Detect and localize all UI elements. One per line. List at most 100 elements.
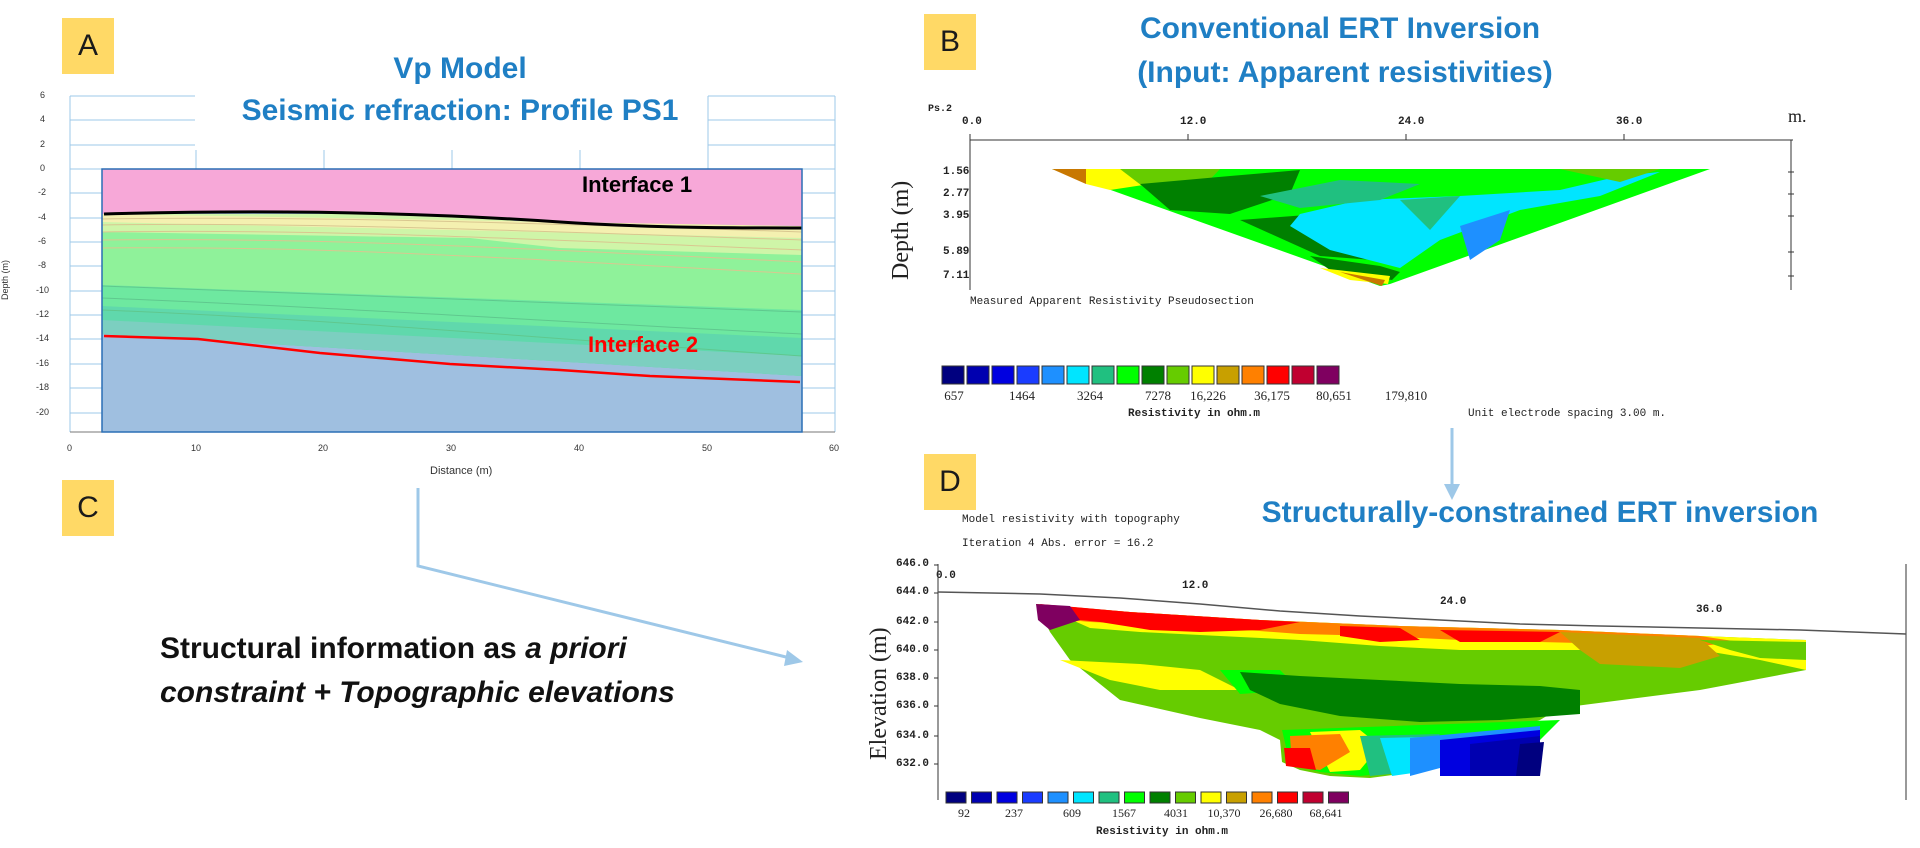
vp-ytick: -18	[36, 382, 50, 392]
legend-swatch	[1266, 365, 1290, 385]
vp-xtick: 40	[574, 443, 585, 453]
pseudo-legend-label: 80,651	[1316, 388, 1352, 403]
panel-letter-d: D	[924, 454, 976, 510]
legend-swatch	[1073, 791, 1094, 804]
legend-swatch	[991, 365, 1015, 385]
legend-swatch	[971, 791, 992, 804]
panel-letter-c: C	[62, 480, 114, 536]
legend-swatch	[1098, 791, 1120, 804]
vp-ytick: -10	[36, 285, 50, 295]
panel-d-caption2: Iteration 4 Abs. error = 16.2	[962, 538, 1154, 550]
model-legend-label: 609	[1063, 806, 1081, 820]
legend-swatch	[1226, 791, 1247, 804]
pseudo-depth-tick: 3.95	[943, 210, 970, 222]
panel-d-title: Structurally-constrained ERT inversion	[1261, 496, 1819, 529]
panel-b-title-line1: Conventional ERT Inversion	[1139, 12, 1541, 45]
vp-xtick: 20	[318, 443, 329, 453]
pseudo-legend-label: 1464	[1009, 388, 1035, 403]
pseudo-legend-label: 657	[944, 388, 964, 403]
vp-model-plot	[69, 95, 836, 433]
vp-ytick: -16	[36, 358, 50, 368]
pseudo-x-unit: m.	[1788, 106, 1807, 126]
elev-tick: 636.0	[896, 700, 930, 712]
legend-swatch	[1124, 791, 1145, 804]
elev-tick: 634.0	[896, 730, 930, 742]
pseudo-legend-label: 16,226	[1190, 388, 1226, 403]
vp-ytick: 6	[40, 90, 46, 100]
interface2-line	[103, 334, 801, 384]
legend-swatch	[945, 791, 967, 804]
legend-swatch	[1149, 791, 1171, 804]
pseudo-legend-swatches	[941, 365, 1340, 385]
legend-swatch	[1291, 365, 1315, 385]
elev-tick: 646.0	[896, 558, 930, 570]
elev-tick: 644.0	[896, 586, 930, 598]
connector-arrow	[416, 488, 803, 666]
vp-ytick: -4	[38, 212, 47, 222]
panel-c-line1: Structural information as a priori	[160, 632, 627, 666]
model-legend-label: 1567	[1112, 806, 1136, 820]
pseudo-legend-title: Resistivity in ohm.m	[1128, 408, 1261, 420]
pseudo-xtick: 0.0	[962, 116, 982, 128]
vp-ytick: -20	[36, 407, 50, 417]
vp-ytick: -6	[38, 236, 47, 246]
panel-a-title-line2: Seismic refraction: Profile PS1	[241, 94, 679, 127]
vp-xtick: 30	[446, 443, 457, 453]
elev-tick: 640.0	[896, 644, 930, 656]
panel-a-title-line1: Vp Model	[393, 52, 527, 85]
elev-tick: 642.0	[896, 616, 930, 628]
pseudo-depth-tick: 5.89	[943, 246, 970, 258]
model-xtick: 0.0	[936, 570, 956, 582]
pseudo-legend-label: 7278	[1145, 388, 1171, 403]
pseudo-depth-tick: 7.11	[943, 270, 970, 282]
panel-b-title-line2: (Input: Apparent resistivities)	[1137, 56, 1553, 89]
legend-swatch	[1302, 791, 1324, 804]
vp-xtick: 60	[829, 443, 840, 453]
pseudo-xtick: 24.0	[1398, 116, 1425, 128]
model-legend-title: Resistivity in ohm.m	[1096, 826, 1229, 838]
panel-c-line2: constraint + Topographic elevations	[160, 676, 675, 709]
pseudo-legend-label: 3264	[1077, 388, 1103, 403]
panel-c-line1-normal: Structural information as	[160, 632, 526, 665]
interface1-line	[103, 210, 803, 230]
vp-ytick: 2	[40, 139, 46, 149]
legend-swatch	[1216, 365, 1240, 385]
legend-swatch	[1016, 365, 1040, 385]
interface2-label: Interface 2	[588, 332, 699, 357]
vp-ytick: -14	[36, 333, 50, 343]
vp-ytick: 4	[40, 114, 46, 124]
legend-swatch	[941, 365, 965, 385]
legend-swatch	[1116, 365, 1140, 385]
panel-c-line1-italic: a priori	[525, 632, 627, 665]
legend-swatch	[1241, 365, 1265, 385]
model-xtick: 36.0	[1696, 604, 1723, 616]
vp-ytick: -8	[38, 260, 47, 270]
legend-swatch	[1022, 791, 1043, 804]
vp-xtick: 0	[67, 443, 73, 453]
vp-ytick: -12	[36, 309, 50, 319]
legend-swatch	[966, 365, 990, 385]
b-to-d-arrow	[1444, 428, 1460, 500]
model-legend-label: 68,641	[1309, 806, 1343, 820]
legend-swatch	[1316, 365, 1340, 385]
model-legend-label: 4031	[1164, 806, 1188, 820]
model-legend-label: 26,680	[1259, 806, 1293, 820]
pseudo-legend-label: 36,175	[1254, 388, 1290, 403]
legend-swatch	[1091, 365, 1115, 385]
panel-letter-b: B	[924, 14, 976, 70]
pseudo-depth-tick: 1.56	[943, 166, 970, 178]
pseudo-xtick: 12.0	[1180, 116, 1207, 128]
pseudosection-plot	[969, 134, 1794, 290]
panel-d-caption1: Model resistivity with topography	[962, 514, 1180, 526]
legend-swatch	[1175, 791, 1196, 804]
pseudo-caption: Measured Apparent Resistivity Pseudosect…	[970, 296, 1254, 308]
elev-tick: 638.0	[896, 672, 930, 684]
legend-swatch	[1141, 365, 1165, 385]
model-legend-label: 92	[958, 806, 970, 820]
pseudo-xtick: 36.0	[1616, 116, 1643, 128]
model-xtick: 24.0	[1440, 596, 1467, 608]
pseudo-legend-label: 179,810	[1384, 388, 1428, 403]
inversion-model-plot	[934, 564, 1907, 800]
legend-swatch	[1066, 365, 1090, 385]
vp-xtick: 10	[191, 443, 202, 453]
